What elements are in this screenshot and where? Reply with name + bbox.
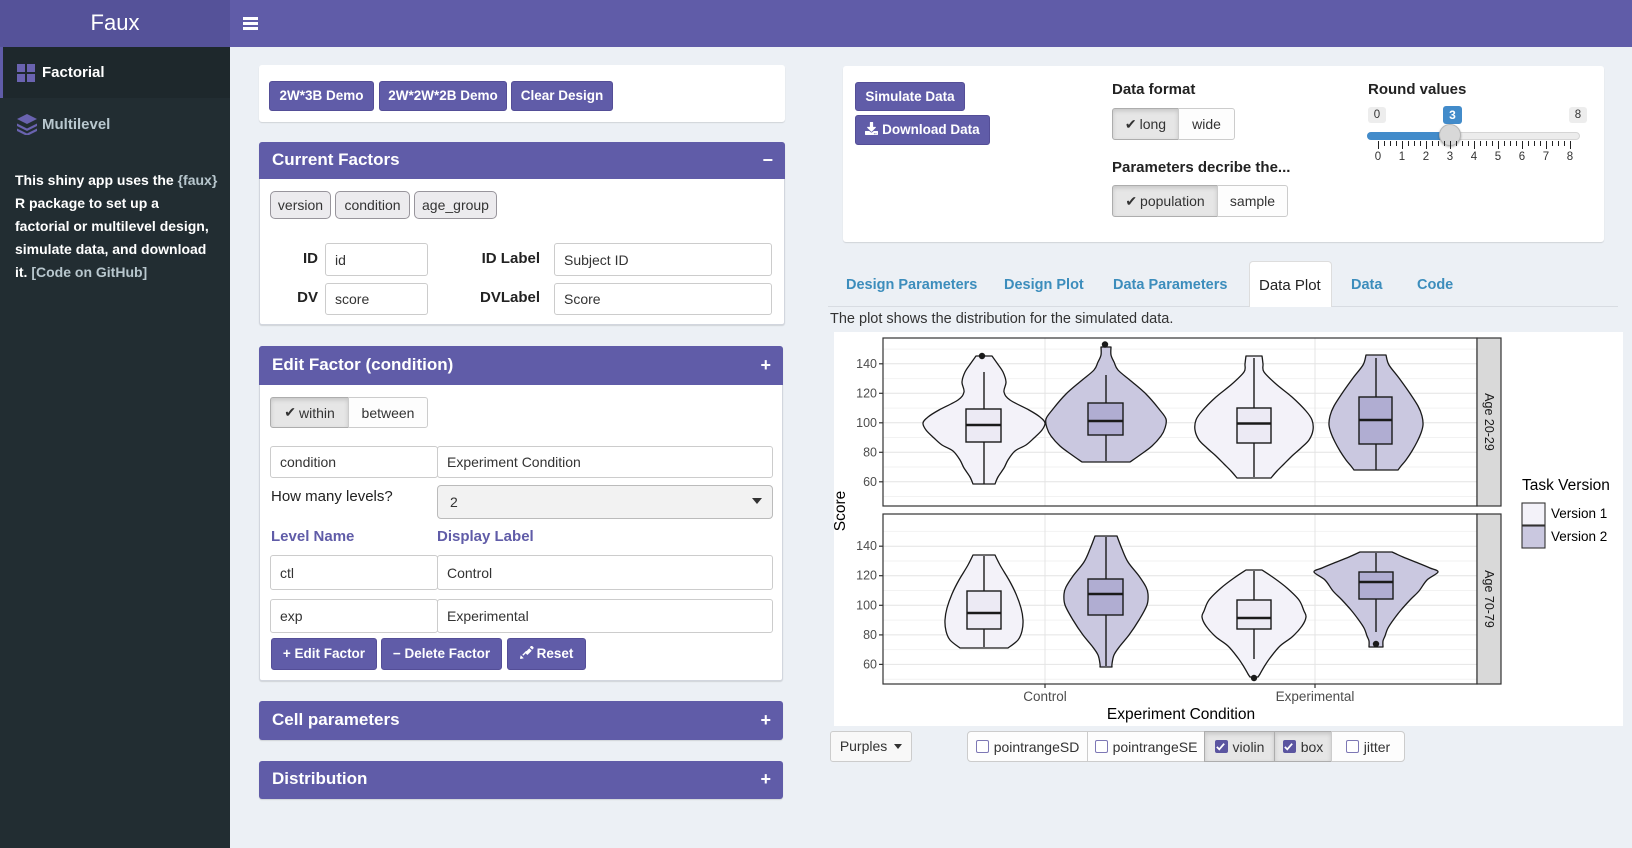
svg-text:80: 80 <box>863 628 877 642</box>
svg-text:100: 100 <box>856 416 877 430</box>
svg-text:120: 120 <box>856 569 877 583</box>
svg-text:Version 2: Version 2 <box>1551 529 1607 544</box>
svg-text:Age 70-79: Age 70-79 <box>1482 570 1496 628</box>
svg-text:Version 1: Version 1 <box>1551 506 1607 521</box>
svg-text:Control: Control <box>1023 689 1067 704</box>
svg-text:140: 140 <box>856 357 877 371</box>
svg-text:Age 20-29: Age 20-29 <box>1482 393 1496 451</box>
svg-text:60: 60 <box>863 475 877 489</box>
svg-text:80: 80 <box>863 445 877 459</box>
svg-text:60: 60 <box>863 657 877 671</box>
svg-text:100: 100 <box>856 598 877 612</box>
svg-text:140: 140 <box>856 539 877 553</box>
svg-text:Score: Score <box>834 491 849 532</box>
svg-text:Experimental: Experimental <box>1276 689 1355 704</box>
svg-text:Experiment Condition: Experiment Condition <box>1107 706 1255 723</box>
svg-text:Task Version: Task Version <box>1522 477 1610 494</box>
svg-text:120: 120 <box>856 386 877 400</box>
